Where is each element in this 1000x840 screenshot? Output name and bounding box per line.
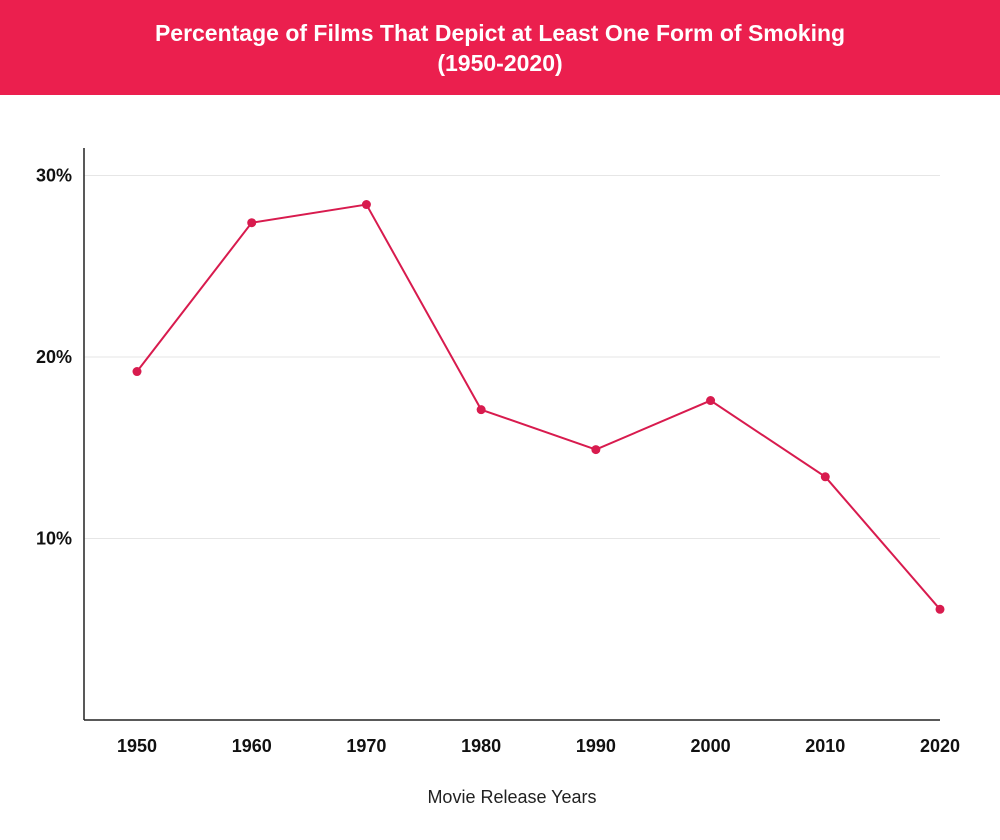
x-axis-label: Movie Release Years [427,787,596,807]
chart-title: Percentage of Films That Depict at Least… [154,19,846,46]
data-point-2020 [935,604,945,614]
chart-subtitle: (1950-2020) [437,49,563,76]
data-point-1990 [591,445,601,455]
x-tick-label: 1950 [117,736,157,756]
series-line [136,203,941,610]
x-tick-label: 1960 [232,736,272,756]
chart-header: Percentage of Films That Depict at Least… [0,0,1000,95]
y-tick-label: 20% [36,347,72,367]
data-point-1970 [361,200,371,210]
x-tick-label: 2020 [920,736,960,756]
y-tick-label: 10% [36,529,72,549]
x-tick-label: 2010 [805,736,845,756]
x-tick-label: 1990 [576,736,616,756]
x-tick-label: 2000 [691,736,731,756]
data-point-1980 [476,405,486,415]
x-tick-label: 1980 [461,736,501,756]
y-tick-label: 30% [36,166,72,186]
data-point-1960 [247,218,257,228]
x-tick-label: 1970 [346,736,386,756]
data-point-2000 [706,396,716,406]
data-point-2010 [820,472,830,482]
data-point-1950 [132,367,142,377]
